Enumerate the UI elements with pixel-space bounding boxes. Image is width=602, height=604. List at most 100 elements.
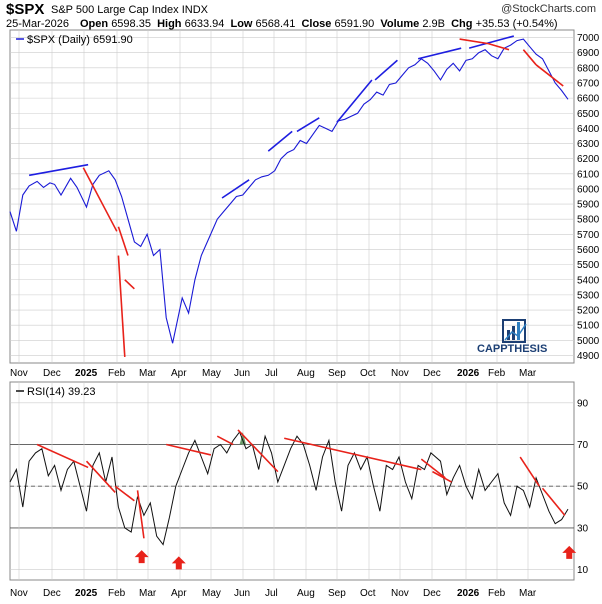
- volume-value: 2.9B: [422, 18, 445, 30]
- price-downtrend-line: [459, 38, 489, 45]
- price-tick-label: 5000: [577, 336, 600, 347]
- logo-text: CAPPTHESIS: [477, 343, 547, 355]
- rsi-panel: 10 30 50 70 90 RSI(14) 39.23 Nov Dec 2025 Feb Mar A…: [9, 381, 589, 599]
- price-frame: [9, 29, 575, 364]
- rsi-trend-line: [284, 437, 422, 471]
- chg-label: Chg: [451, 18, 473, 30]
- close-value: 6591.90: [334, 18, 375, 30]
- price-uptrend-line: [221, 179, 250, 199]
- close-label: Close: [301, 18, 332, 30]
- rsi-x-label: Aug: [297, 588, 315, 599]
- price-legend-label: $SPX (Daily) 6591.90: [27, 34, 133, 46]
- price-uptrend-line: [374, 59, 398, 81]
- rsi-tick-label: 70: [577, 440, 589, 451]
- low-label: Low: [230, 18, 253, 30]
- rsi-x-label: Dec: [43, 588, 61, 599]
- price-tick-label: 5700: [577, 230, 600, 241]
- rsi-trend-line: [166, 443, 212, 456]
- price-tick-label: 6200: [577, 154, 600, 165]
- price-uptrend-line: [267, 130, 293, 152]
- ticker-symbol: $SPX: [6, 1, 45, 18]
- price-x-label: Feb: [108, 368, 126, 379]
- price-downtrend-line: [488, 42, 510, 51]
- rsi-overbought-fill: [239, 432, 246, 445]
- price-tick-label: 6500: [577, 109, 600, 120]
- up-arrow-icon: [134, 550, 149, 564]
- price-tick-label: 7000: [577, 33, 600, 44]
- high-value: 6633.94: [184, 18, 225, 30]
- price-series-line: [9, 38, 569, 344]
- price-x-label: Apr: [171, 368, 187, 379]
- price-x-label: Nov: [10, 368, 28, 379]
- rsi-trend-line: [432, 470, 452, 483]
- price-downtrend-line: [535, 64, 564, 87]
- rsi-trend-line: [136, 490, 145, 539]
- price-panel: 4900 5000 5100 5200 5300 5400 5500 5600 5700 5800…: [9, 29, 600, 379]
- price-tick-label: 5600: [577, 245, 600, 256]
- price-x-label: Oct: [360, 368, 376, 379]
- price-downtrend-line: [82, 167, 118, 232]
- price-x-label: Nov: [391, 368, 409, 379]
- price-x-label: Dec: [423, 368, 441, 379]
- price-x-label: Mar: [139, 368, 157, 379]
- price-uptrend-line: [417, 47, 462, 60]
- rsi-x-label: Dec: [423, 588, 441, 599]
- price-tick-label: 5500: [577, 260, 600, 271]
- open-value: 6598.35: [111, 18, 151, 30]
- price-downtrend-line: [117, 255, 126, 357]
- rsi-frame: [9, 381, 575, 581]
- price-uptrend-line: [336, 79, 373, 123]
- price-tick-label: 6900: [577, 48, 600, 59]
- price-x-label: Mar: [519, 368, 537, 379]
- rsi-x-label: 2025: [75, 588, 98, 599]
- rsi-x-label: May: [202, 588, 221, 599]
- rsi-x-label: Oct: [360, 588, 376, 599]
- rsi-x-label: Feb: [488, 588, 506, 599]
- price-x-label: 2026: [457, 368, 480, 379]
- rsi-x-label: Nov: [391, 588, 409, 599]
- price-tick-label: 5800: [577, 215, 600, 226]
- rsi-x-label: Apr: [171, 588, 187, 599]
- rsi-series-line: [9, 430, 569, 546]
- open-label: Open: [80, 18, 109, 30]
- price-tick-label: 6800: [577, 63, 600, 74]
- capp-thesis-logo: CAPPTHESIS: [477, 319, 547, 355]
- rsi-trend-line: [36, 443, 89, 469]
- price-tick-label: 6400: [577, 124, 600, 135]
- price-x-label: Aug: [297, 368, 315, 379]
- price-tick-label: 5200: [577, 306, 600, 317]
- index-name-text: S&P 500 Large Cap Index: [51, 4, 179, 16]
- up-arrow-icon: [562, 545, 577, 559]
- price-tick-label: 6600: [577, 94, 600, 105]
- high-label: High: [157, 18, 182, 30]
- rsi-trend-line: [85, 460, 116, 494]
- price-downtrend-line: [124, 279, 135, 290]
- price-tick-label: 6300: [577, 139, 600, 150]
- up-arrow-icon: [171, 556, 186, 570]
- rsi-x-label: 2026: [457, 588, 480, 599]
- price-x-label: Dec: [43, 368, 61, 379]
- low-value: 6568.41: [255, 18, 296, 30]
- chg-value: +35.53 (+0.54%): [475, 18, 558, 30]
- rsi-trend-line: [541, 487, 566, 516]
- index-name: S&P 500 Large Cap Index INDX: [51, 4, 208, 16]
- price-tick-label: 6000: [577, 184, 600, 195]
- price-tick-label: 5300: [577, 290, 600, 301]
- price-uptrend-line: [468, 35, 515, 49]
- price-x-label: May: [202, 368, 221, 379]
- logo-mark: [502, 319, 527, 343]
- price-uptrend-line: [296, 117, 320, 133]
- rsi-x-label: Nov: [10, 588, 28, 599]
- price-tick-label: 5100: [577, 321, 600, 332]
- price-x-label: 2025: [75, 368, 98, 379]
- rsi-trend-line: [420, 458, 446, 479]
- price-uptrend-line: [28, 163, 89, 177]
- rsi-x-label: Sep: [328, 588, 346, 599]
- quote-line: Open 6598.35 High 6633.94 Low 6568.41 Cl…: [80, 18, 558, 30]
- volume-label: Volume: [380, 18, 420, 30]
- rsi-tick-label: 50: [577, 482, 589, 493]
- price-tick-label: 6100: [577, 169, 600, 180]
- rsi-x-label: Jun: [234, 588, 250, 599]
- quote-date: 25-Mar-2026: [6, 18, 69, 30]
